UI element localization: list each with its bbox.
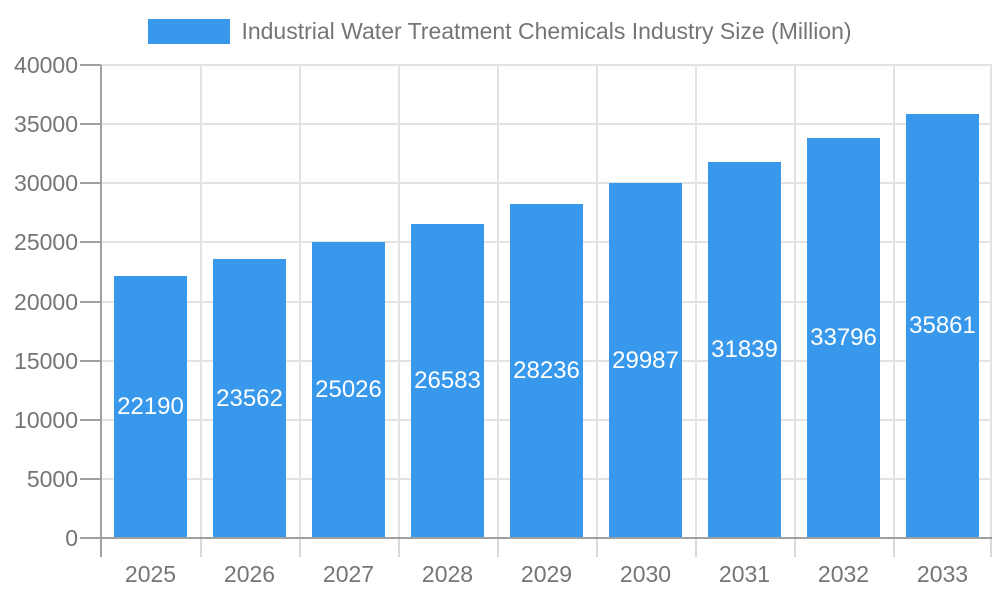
gridline-horizontal xyxy=(101,64,992,66)
x-axis-tick xyxy=(794,539,796,557)
y-axis-label: 25000 xyxy=(14,229,78,256)
x-axis-label: 2032 xyxy=(817,561,870,587)
y-axis-tick xyxy=(80,241,101,244)
y-axis-label: 0 xyxy=(65,525,78,551)
bar[interactable] xyxy=(708,161,781,538)
bar-value-label: 23562 xyxy=(216,384,283,412)
y-axis-label: 40000 xyxy=(14,52,78,78)
y-axis-label: 20000 xyxy=(14,288,78,315)
gridline-horizontal xyxy=(101,182,992,185)
x-axis-label: 2030 xyxy=(619,561,672,587)
bar[interactable] xyxy=(609,183,682,538)
bar[interactable] xyxy=(114,275,187,538)
x-axis-label: 2031 xyxy=(718,561,771,587)
bar[interactable] xyxy=(312,242,385,538)
bar-value-label: 26583 xyxy=(414,366,481,394)
x-axis-tick xyxy=(200,539,202,557)
x-axis-label: 2029 xyxy=(520,561,573,587)
bar-value-label: 29987 xyxy=(612,346,679,374)
plot-area: 22190 23562 25026 26583 28236 29987 31839 33796… xyxy=(101,64,992,538)
x-axis-label: 2028 xyxy=(421,561,474,587)
y-axis-tick xyxy=(80,64,101,66)
y-axis-tick xyxy=(80,359,101,362)
y-axis-tick xyxy=(80,300,101,303)
x-axis-tick xyxy=(990,539,992,557)
y-axis-label: 35000 xyxy=(14,111,78,138)
x-axis-tick xyxy=(299,539,301,557)
bar-value-label: 22190 xyxy=(117,392,184,420)
bar-value-label: 28236 xyxy=(513,357,580,385)
gridline-vertical xyxy=(398,65,400,538)
x-axis-label: 2027 xyxy=(322,561,375,587)
y-axis-label: 15000 xyxy=(14,347,78,374)
y-axis-label: 30000 xyxy=(14,170,78,197)
y-axis-tick xyxy=(80,123,101,126)
bar-value-label: 25026 xyxy=(315,376,382,404)
x-axis-tick xyxy=(695,539,697,557)
y-axis-tick xyxy=(80,418,101,421)
bar[interactable] xyxy=(510,204,583,538)
y-axis-tick xyxy=(80,477,101,480)
x-axis-tick xyxy=(398,539,400,557)
bar[interactable] xyxy=(213,259,286,538)
legend-label: Industrial Water Treatment Chemicals Ind… xyxy=(241,17,852,44)
gridline-vertical xyxy=(200,65,202,538)
x-axis-line xyxy=(101,537,992,539)
gridline-vertical xyxy=(695,65,697,538)
y-axis-label: 5000 xyxy=(26,465,78,492)
y-axis-label: 10000 xyxy=(14,406,78,433)
bar[interactable] xyxy=(411,223,484,538)
bar[interactable] xyxy=(807,138,880,538)
legend[interactable]: Industrial Water Treatment Chemicals Ind… xyxy=(0,15,1000,47)
gridline-vertical xyxy=(893,65,895,538)
x-axis-tick xyxy=(596,539,598,557)
x-axis-tick xyxy=(893,539,895,557)
legend-swatch-icon xyxy=(148,18,231,44)
y-axis-line xyxy=(100,65,102,556)
bar-value-label: 33796 xyxy=(810,324,877,352)
y-axis-tick xyxy=(80,182,101,185)
y-axis-tick xyxy=(80,537,101,539)
bar[interactable] xyxy=(906,113,979,538)
bar-value-label: 31839 xyxy=(711,335,778,363)
gridline-vertical xyxy=(497,65,499,538)
x-axis-tick xyxy=(100,539,102,557)
x-axis-label: 2025 xyxy=(124,561,177,587)
x-axis-tick xyxy=(497,539,499,557)
x-axis-label: 2033 xyxy=(916,561,969,587)
gridline-horizontal xyxy=(101,123,992,126)
gridline-vertical xyxy=(596,65,598,538)
x-axis-label: 2026 xyxy=(223,561,276,587)
bar-value-label: 35861 xyxy=(909,311,976,339)
gridline-vertical xyxy=(299,65,301,538)
gridline-vertical xyxy=(990,65,992,538)
gridline-vertical xyxy=(794,65,796,538)
